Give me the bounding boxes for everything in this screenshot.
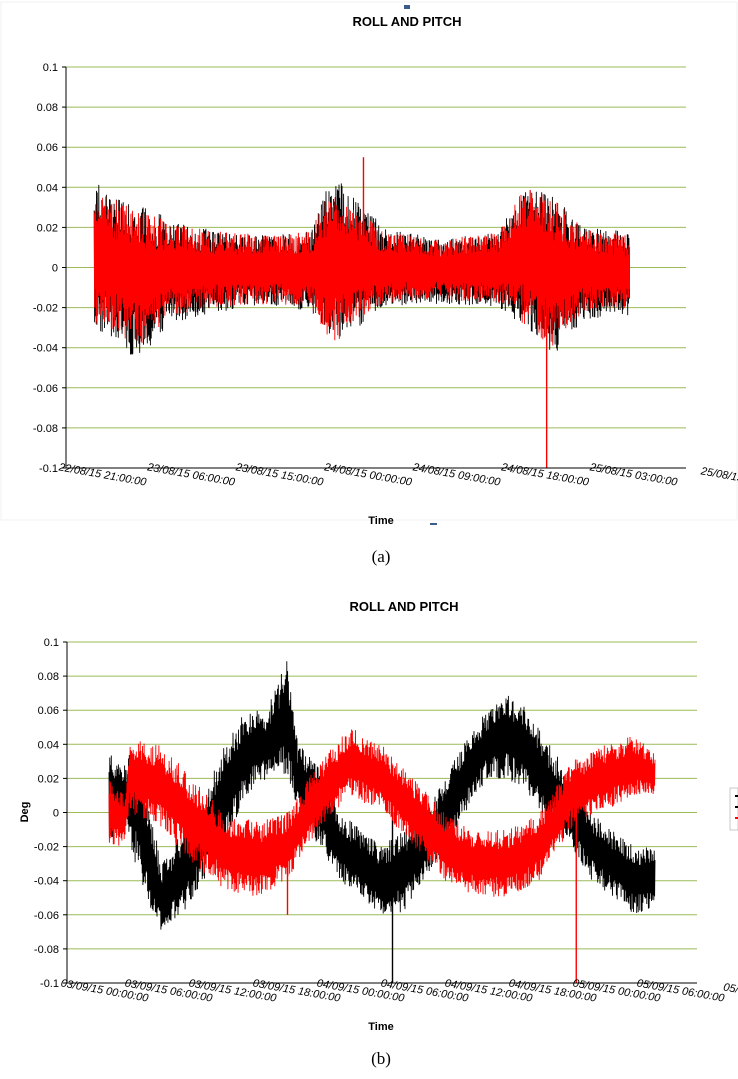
chart-b-gridlines [67, 641, 697, 984]
chart-b-y-tick-label: -0.02 [34, 842, 59, 854]
chart-a-series [93, 157, 631, 468]
chart-a-y-ticks: 0.1 0.08 0.06 0.04 0.02 0 -0.02 -0.04 -0.06 -0.08… [33, 62, 58, 475]
chart-b-axes [63, 641, 697, 984]
chart-a-y-tick-label: -0.04 [33, 343, 58, 355]
chart-b: ROLL AND PITCH 0.1 0.08 0.06 0.04 0.02 0 -0.02… [19, 599, 738, 1033]
chart-a-x-tick-label: 25/08/15 03:00:00 [588, 461, 679, 489]
chart-a-x-tick-label: 23/08/15 15:00:00 [234, 461, 325, 489]
chart-b-y-tick-label: 0 [53, 808, 59, 820]
chart-b-y-tick-label: 0.02 [38, 773, 59, 785]
chart-a-xlabel: Time [368, 515, 393, 527]
chart-b-y-tick-label: 0.08 [38, 671, 59, 683]
chart-a-y-tick-label: 0.02 [37, 222, 58, 234]
chart-a-x-tick-label: 23/08/15 06:00:00 [145, 461, 236, 489]
chart-a-y-tick-label: 0.08 [37, 102, 58, 114]
chart-b-y-tick-label: 0.06 [38, 705, 59, 717]
caption-b: (b) [371, 1049, 391, 1068]
chart-a-x-tick-label: 24/08/15 18:00:00 [499, 461, 590, 489]
chart-a-series-2-line [93, 189, 631, 346]
chart-a-title-marker [404, 5, 410, 9]
chart-a-y-tick-label: 0.1 [43, 62, 58, 74]
chart-b-y-tick-label: -0.08 [34, 944, 59, 956]
chart-a-gridlines [66, 66, 686, 469]
chart-a-y-tick-label: 0 [52, 263, 58, 275]
chart-b-x-tick-label: 05/09/15 [722, 981, 738, 1000]
chart-b-y-tick-label: 0.1 [44, 637, 59, 649]
chart-a-frame [0, 1, 738, 521]
chart-a-y-tick-label: 0.04 [37, 182, 58, 194]
chart-a-title: ROLL AND PITCH [352, 14, 461, 29]
chart-b-title: ROLL AND PITCH [349, 599, 458, 614]
chart-b-xlabel: Time [368, 1021, 393, 1033]
chart-b-series [108, 661, 656, 983]
chart-a: ROLL AND PITCH 0.1 0.08 0.06 0.04 0.02 0 -0.02… [0, 1, 738, 527]
chart-b-legend-fragment [729, 787, 738, 831]
chart-b-y-tick-label: -0.04 [34, 876, 59, 888]
chart-a-x-tick-label: 22/08/15 21:00:00 [57, 461, 148, 489]
chart-a-y-tick-label: -0.02 [33, 303, 58, 315]
chart-a-y-tick-label: 0.06 [37, 142, 58, 154]
chart-b-y-ticks: 0.1 0.08 0.06 0.04 0.02 0 -0.02 -0.04 -0.06 -0.08… [34, 637, 59, 990]
caption-a: (a) [372, 547, 391, 566]
chart-a-x-tick-label: 24/08/15 09:00:00 [411, 461, 502, 489]
chart-b-y-tick-label: 0.04 [38, 739, 59, 751]
chart-a-x-tick-label: 24/08/15 00:00:00 [322, 461, 413, 489]
chart-a-y-tick-label: -0.1 [39, 463, 58, 475]
chart-b-y-tick-label: -0.06 [34, 910, 59, 922]
chart-a-marker-small [430, 523, 437, 525]
chart-b-y-tick-label: -0.1 [40, 978, 59, 990]
chart-a-y-tick-label: -0.06 [33, 383, 58, 395]
chart-b-ylabel: Deg [19, 802, 31, 823]
chart-a-y-tick-label: -0.08 [33, 423, 58, 435]
chart-a-x-ticks: 22/08/15 21:00:00 23/08/15 06:00:00 23/08/… [57, 461, 738, 489]
chart-a-axes [62, 66, 686, 469]
chart-a-x-tick-label: 25/08/15 [699, 465, 738, 485]
chart-b-series-2-line [108, 729, 656, 897]
